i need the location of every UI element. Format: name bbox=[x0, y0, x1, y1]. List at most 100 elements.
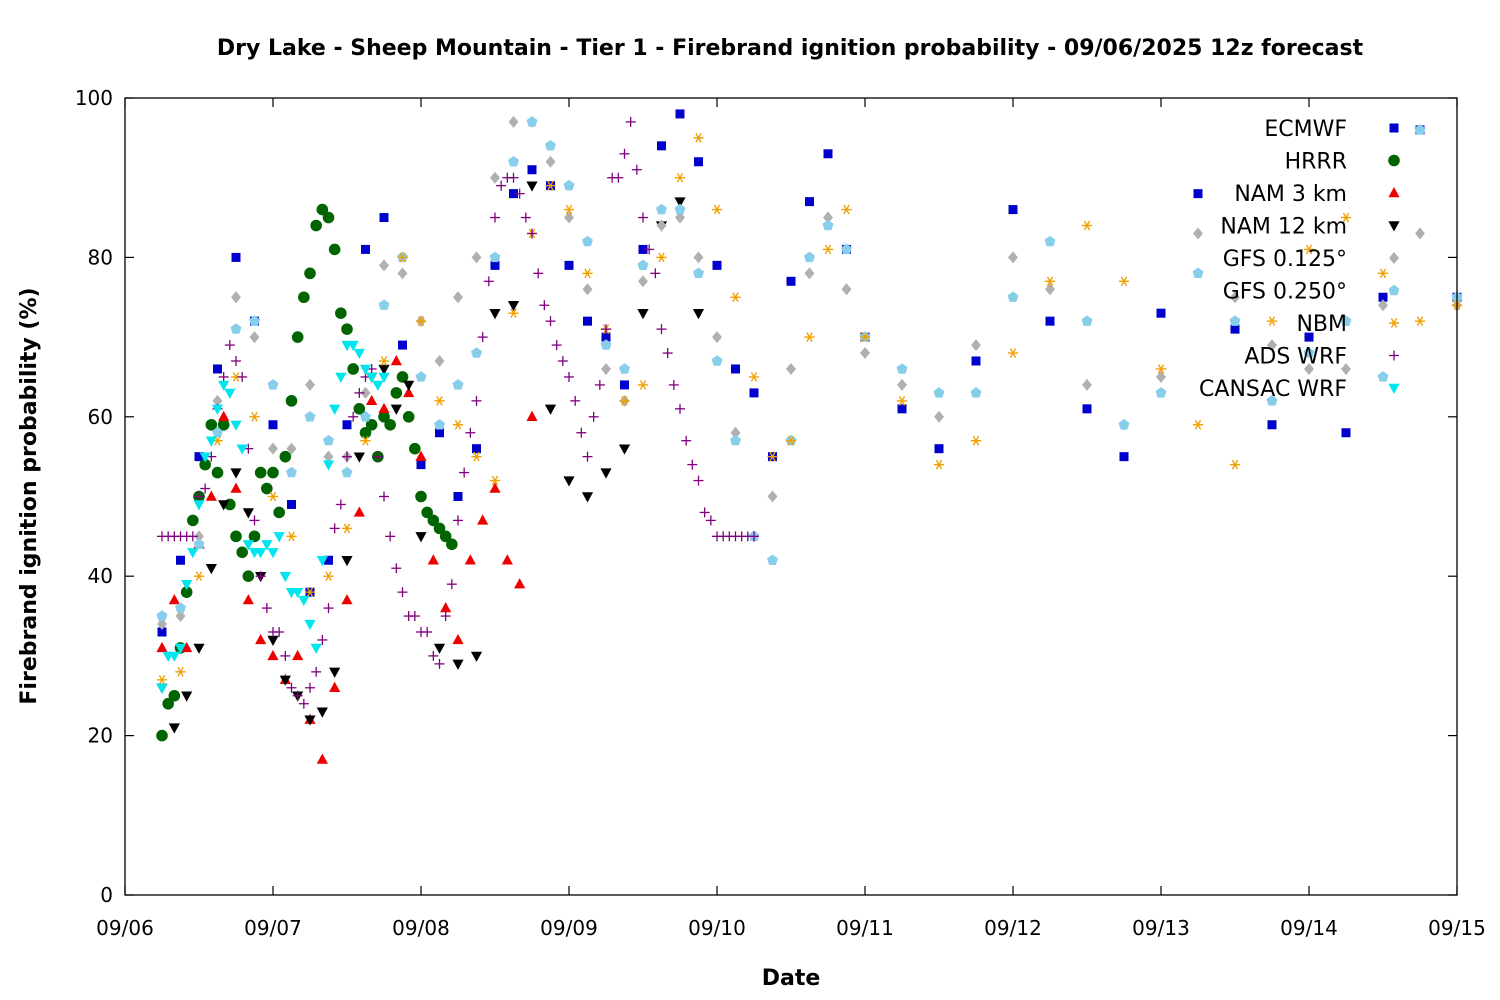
data-point-nam-3-km bbox=[452, 633, 464, 645]
legend-label: NAM 12 km bbox=[1220, 215, 1347, 240]
data-point-hrrr bbox=[396, 371, 409, 383]
data-point-gfs-0-250 bbox=[933, 387, 945, 398]
data-point-nam-3-km bbox=[292, 649, 304, 661]
data-point-hrrr bbox=[310, 219, 322, 232]
data-point-gfs-0-250 bbox=[175, 602, 186, 613]
data-point-hrrr bbox=[446, 538, 458, 551]
data-point-nam-3-km bbox=[316, 753, 328, 764]
data-point-ads-wrf bbox=[477, 332, 488, 343]
data-point-gfs-0-250 bbox=[1081, 315, 1093, 326]
legend-marker bbox=[1388, 284, 1400, 296]
data-point-nam-12-km bbox=[489, 308, 501, 320]
data-point-hrrr bbox=[421, 506, 433, 519]
data-point-gfs-0-125 bbox=[490, 171, 500, 184]
data-point-nam-12-km bbox=[267, 635, 279, 646]
data-point-gfs-0-250 bbox=[415, 371, 427, 382]
data-point-nam-3-km bbox=[255, 633, 267, 645]
data-point-nbm bbox=[193, 571, 205, 582]
data-point-ads-wrf bbox=[224, 340, 235, 351]
data-point-gfs-0-250 bbox=[508, 156, 519, 167]
data-point-ads-wrf bbox=[749, 531, 759, 542]
data-point-nam-12-km bbox=[230, 468, 242, 479]
data-point-ads-wrf bbox=[557, 356, 568, 367]
data-point-gfs-0-125 bbox=[767, 490, 778, 503]
data-point-ecmwf bbox=[1378, 292, 1388, 302]
data-point-ads-wrf bbox=[699, 507, 710, 518]
data-point-gfs-0-250 bbox=[1192, 267, 1204, 278]
data-point-gfs-0-125 bbox=[175, 610, 186, 623]
data-point-ecmwf bbox=[472, 444, 481, 454]
data-point-ads-wrf bbox=[705, 515, 716, 526]
data-point-ads-wrf bbox=[379, 491, 389, 502]
data-point-nbm bbox=[471, 451, 482, 462]
legend-marker bbox=[1389, 123, 1399, 133]
data-point-gfs-0-125 bbox=[1230, 291, 1240, 304]
data-point-nam-12-km bbox=[526, 181, 538, 192]
data-point-ads-wrf bbox=[323, 603, 334, 614]
data-point-gfs-0-125 bbox=[1415, 227, 1425, 240]
data-point-ads-wrf bbox=[539, 300, 550, 311]
data-point-ads-wrf bbox=[440, 611, 451, 622]
data-point-ads-wrf bbox=[496, 180, 507, 191]
y-tick-label: 80 bbox=[88, 245, 113, 269]
data-point-nbm bbox=[1118, 276, 1130, 287]
data-point-ads-wrf bbox=[249, 515, 260, 526]
data-point-cansac-wrf bbox=[292, 587, 304, 599]
data-point-ads-wrf bbox=[465, 427, 476, 438]
data-point-nam-3-km bbox=[378, 402, 390, 414]
data-point-nbm bbox=[1192, 419, 1204, 430]
data-point-cansac-wrf bbox=[181, 579, 193, 591]
data-point-cansac-wrf bbox=[298, 595, 310, 607]
data-point-nam-12-km bbox=[316, 707, 328, 718]
legend-marker bbox=[1388, 154, 1400, 167]
data-point-ecmwf bbox=[657, 141, 666, 151]
data-point-gfs-0-125 bbox=[712, 331, 722, 344]
data-point-cansac-wrf bbox=[242, 540, 254, 551]
data-point-gfs-0-250 bbox=[193, 538, 205, 549]
series-cansac-wrf bbox=[156, 340, 390, 694]
data-point-nam-3-km bbox=[205, 490, 217, 501]
data-point-gfs-0-250 bbox=[341, 466, 353, 478]
chart-title: Dry Lake - Sheep Mountain - Tier 1 - Fir… bbox=[216, 36, 1364, 61]
data-point-gfs-0-250 bbox=[711, 355, 723, 366]
data-point-ads-wrf bbox=[588, 411, 599, 422]
data-point-nam-3-km bbox=[427, 554, 439, 565]
data-point-nam-12-km bbox=[433, 643, 446, 654]
data-point-nam-12-km bbox=[353, 452, 365, 463]
data-point-hrrr bbox=[211, 466, 224, 479]
data-point-ecmwf bbox=[176, 555, 185, 565]
data-point-gfs-0-125 bbox=[249, 331, 260, 344]
data-point-nbm bbox=[896, 396, 908, 406]
data-point-ecmwf bbox=[749, 388, 759, 398]
data-point-cansac-wrf bbox=[174, 643, 187, 654]
data-point-ecmwf bbox=[268, 420, 278, 430]
data-point-nam-3-km bbox=[415, 450, 427, 461]
data-point-nbm bbox=[1340, 212, 1352, 223]
data-point-nbm bbox=[1007, 348, 1019, 358]
data-point-ecmwf bbox=[490, 260, 500, 270]
data-point-ads-wrf bbox=[274, 626, 285, 637]
data-point-gfs-0-125 bbox=[1082, 378, 1092, 391]
x-tick-label: 09/06 bbox=[96, 916, 154, 940]
data-point-gfs-0-125 bbox=[453, 291, 463, 304]
data-point-nam-3-km bbox=[366, 394, 378, 406]
data-point-ads-wrf bbox=[446, 579, 457, 590]
data-point-hrrr bbox=[409, 442, 421, 455]
data-point-cansac-wrf bbox=[316, 556, 328, 567]
data-point-gfs-0-125 bbox=[582, 283, 593, 296]
data-point-ecmwf bbox=[287, 499, 296, 509]
data-point-ecmwf bbox=[638, 244, 648, 254]
data-point-nam-12-km bbox=[415, 532, 427, 543]
data-point-gfs-0-250 bbox=[156, 610, 168, 621]
data-point-hrrr bbox=[402, 411, 415, 423]
data-point-hrrr bbox=[168, 689, 181, 702]
data-point-ads-wrf bbox=[453, 515, 463, 526]
data-point-cansac-wrf bbox=[359, 364, 372, 375]
data-point-gfs-0-125 bbox=[897, 378, 907, 391]
x-tick-label: 09/11 bbox=[836, 916, 894, 940]
data-point-gfs-0-250 bbox=[841, 243, 852, 255]
data-point-nbm bbox=[434, 396, 445, 406]
data-point-gfs-0-125 bbox=[231, 291, 241, 304]
data-point-nbm bbox=[360, 435, 371, 446]
data-point-nbm bbox=[489, 475, 501, 486]
